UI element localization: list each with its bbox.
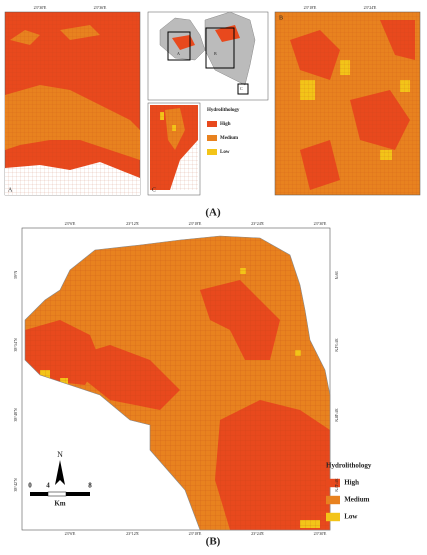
inset-label: C [152, 187, 156, 193]
legend-swatch [207, 149, 217, 155]
lon-label: 23°6'E [65, 531, 76, 536]
lat-label: 38°48'N [13, 408, 18, 421]
caption: (B) [206, 536, 221, 548]
lon-label: 23°24'E [251, 221, 264, 226]
legend-label: Medium [344, 496, 369, 504]
legend-title: Hydrolithology [207, 108, 240, 113]
lon-label: 23°36'E [94, 5, 107, 10]
lon-label: 23°24'E [251, 531, 264, 536]
north-label: N [57, 450, 63, 459]
inset-a [4, 11, 141, 196]
lat-label: 38°42'N [334, 478, 339, 491]
lon-label: 23°30'E [314, 531, 327, 536]
inset-c [147, 102, 201, 196]
overview-label: A [177, 51, 180, 56]
overview-label: C [240, 86, 243, 91]
legend-swatch [326, 478, 340, 488]
inset-label: B [279, 15, 283, 21]
scale-tick: 0 [28, 482, 32, 490]
legend-label: Low [344, 513, 358, 521]
caption: (A) [205, 207, 221, 219]
overview-map [147, 11, 269, 101]
lon-label: 23°18'E [189, 221, 202, 226]
lat-label: 38°54'N [13, 338, 18, 351]
inset-label: A [8, 187, 13, 193]
lon-label: 23°6'E [65, 221, 76, 226]
lat-label: 38°54'N [334, 338, 339, 351]
legend-swatch [326, 495, 340, 505]
legend-label: Medium [220, 136, 239, 141]
scale-tick: 4 [46, 482, 50, 490]
legend-swatch [207, 135, 217, 141]
legend-label: High [220, 122, 231, 127]
scale-unit: Km [54, 500, 65, 508]
lat-label: 38°42'N [13, 478, 18, 491]
legend-label: High [344, 479, 359, 487]
scale-tick: 8 [88, 482, 92, 490]
legend-title: Hydrolithology [326, 462, 372, 470]
lon-label: 23°12'E [126, 221, 139, 226]
lon-label: 23°30'E [314, 221, 327, 226]
lon-label: 23°18'E [304, 5, 317, 10]
lat-label: 39°N [334, 271, 339, 280]
lon-label: 23°12'E [126, 531, 139, 536]
lat-label: 39°N [13, 271, 18, 280]
inset-b [274, 11, 421, 196]
lat-label: 38°48'N [334, 408, 339, 421]
legend-swatch [326, 512, 340, 522]
overview-label: B [214, 51, 217, 56]
lon-label: 23°30'E [34, 5, 47, 10]
lon-label: 23°18'E [189, 531, 202, 536]
legend-swatch [207, 121, 217, 127]
map-b [21, 227, 331, 531]
legend-label: Low [220, 150, 230, 155]
lon-label: 23°24'E [364, 5, 377, 10]
scale-bar [30, 491, 90, 497]
